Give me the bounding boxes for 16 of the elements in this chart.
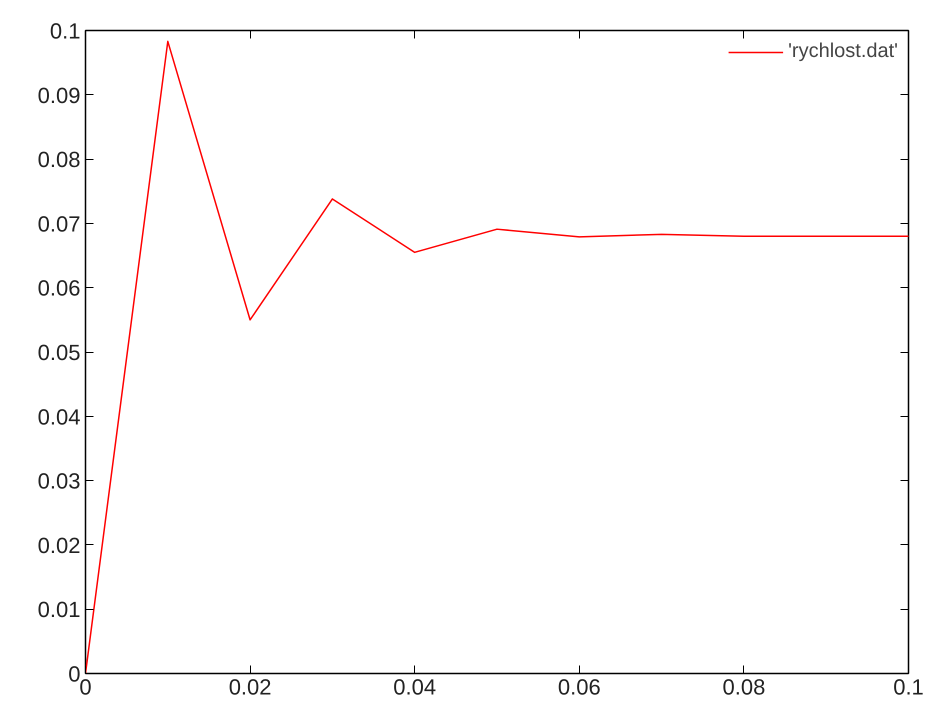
y-tick-label: 0.06 (38, 276, 81, 301)
y-tick-label: 0.02 (38, 532, 81, 558)
y-tick-label: 0.08 (38, 147, 81, 172)
legend-label: 'rychlost.dat' (788, 40, 898, 63)
x-tick-label: 0.04 (393, 674, 436, 700)
y-tick-label: 0.09 (38, 82, 81, 108)
y-tick-label: 0.04 (38, 404, 81, 430)
y-tick-label: 0.07 (38, 211, 81, 236)
x-tick-label: 0.08 (722, 674, 766, 700)
y-tick-label: 0.1 (50, 18, 81, 44)
y-tick-label: 0.03 (38, 468, 81, 494)
x-tick-label: 0.02 (228, 674, 272, 700)
x-tick-label: 0.06 (558, 674, 601, 700)
x-tick-label: 0.1 (893, 674, 924, 700)
y-tick-label: 0.01 (38, 597, 81, 622)
y-tick-label: 0.05 (38, 340, 81, 365)
